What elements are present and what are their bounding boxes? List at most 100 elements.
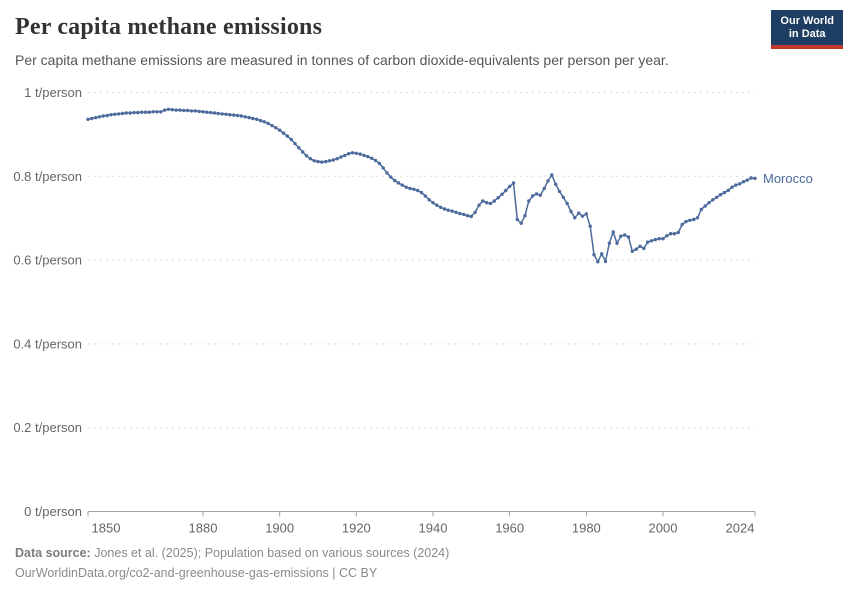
x-axis-label: 1900: [265, 521, 294, 536]
data-point: [722, 190, 726, 195]
data-point: [354, 151, 358, 155]
canonical-url-link[interactable]: OurWorldinData.org/co2-and-greenhouse-ga…: [15, 566, 329, 580]
data-point: [143, 110, 148, 114]
data-point: [538, 193, 542, 197]
data-point: [247, 115, 251, 120]
data-point: [653, 237, 657, 242]
data-point: [649, 239, 654, 243]
data-point: [557, 189, 562, 194]
data-point: [527, 199, 531, 203]
y-axis-label: 0 t/person: [24, 504, 82, 519]
data-point: [718, 193, 723, 197]
data-point: [577, 211, 581, 215]
data-point: [373, 158, 378, 163]
data-point: [465, 214, 470, 218]
data-point: [504, 188, 508, 193]
data-point: [285, 134, 289, 138]
data-point: [224, 112, 228, 117]
data-point: [534, 192, 539, 196]
data-point: [427, 198, 431, 202]
data-point: [419, 190, 424, 195]
data-point: [546, 179, 550, 183]
license-text: | CC BY: [328, 566, 378, 580]
data-point: [707, 201, 711, 205]
data-point: [408, 186, 412, 191]
data-point: [97, 115, 102, 119]
y-axis-label: 0.4 t/person: [13, 336, 82, 351]
data-point: [734, 183, 738, 187]
data-point: [753, 176, 757, 181]
data-point: [477, 203, 481, 207]
data-point: [749, 176, 753, 180]
chart-footer: Data source: Jones et al. (2025); Popula…: [15, 543, 449, 583]
data-point: [569, 209, 573, 214]
data-point: [297, 146, 301, 150]
data-point: [619, 234, 623, 238]
data-point: [519, 221, 523, 225]
data-point: [481, 199, 485, 203]
data-point: [266, 121, 270, 126]
data-point: [270, 123, 274, 128]
data-point: [109, 113, 113, 117]
data-point: [278, 128, 282, 132]
data-point: [301, 150, 305, 154]
data-point: [676, 230, 680, 235]
data-point: [343, 153, 347, 158]
data-point: [304, 154, 309, 158]
data-point: [147, 110, 151, 114]
data-point: [140, 110, 144, 114]
data-source-label: Data source:: [15, 546, 91, 560]
data-point: [508, 184, 512, 189]
data-point: [634, 247, 638, 251]
data-point: [370, 156, 374, 160]
data-point: [416, 188, 420, 193]
data-point: [699, 207, 703, 212]
chart-subtitle: Per capita methane emissions are measure…: [15, 52, 669, 68]
data-point: [120, 111, 125, 116]
data-point: [485, 201, 489, 205]
data-point: [554, 182, 558, 186]
data-point: [243, 115, 247, 119]
data-point: [730, 185, 734, 189]
data-point: [680, 222, 684, 227]
y-axis-label: 0.6 t/person: [13, 253, 82, 268]
data-point: [638, 244, 642, 248]
data-point: [400, 183, 404, 187]
x-axis-label: 1850: [92, 521, 121, 536]
data-point: [580, 214, 585, 218]
x-axis-label: 1940: [419, 521, 448, 536]
data-point: [293, 141, 297, 146]
logo-line-1: Our World: [780, 15, 834, 27]
data-point: [174, 108, 178, 112]
data-point: [205, 110, 209, 114]
data-point: [124, 111, 128, 115]
owid-logo[interactable]: Our World in Data: [771, 10, 843, 49]
data-point: [308, 157, 312, 161]
data-point: [178, 108, 182, 112]
data-point: [692, 217, 696, 222]
data-point: [86, 117, 90, 122]
data-point: [209, 110, 213, 115]
x-axis-label: 1960: [495, 521, 524, 536]
data-point: [201, 110, 205, 114]
data-point: [435, 203, 439, 207]
series-points-morocco: [86, 107, 757, 264]
data-point: [220, 112, 224, 116]
series-end-label-morocco[interactable]: Morocco: [763, 171, 813, 186]
data-point: [182, 108, 186, 113]
x-axis-label: 2000: [649, 521, 678, 536]
data-point: [239, 114, 243, 118]
data-point: [105, 113, 109, 118]
data-point: [197, 109, 201, 114]
data-point: [626, 235, 631, 239]
data-point: [726, 188, 730, 193]
data-point: [442, 207, 447, 211]
data-point: [711, 198, 715, 202]
data-point: [741, 180, 746, 184]
data-point: [500, 192, 504, 196]
data-point: [339, 155, 343, 159]
data-point: [331, 158, 335, 162]
data-point: [170, 108, 174, 112]
data-point: [362, 153, 366, 158]
